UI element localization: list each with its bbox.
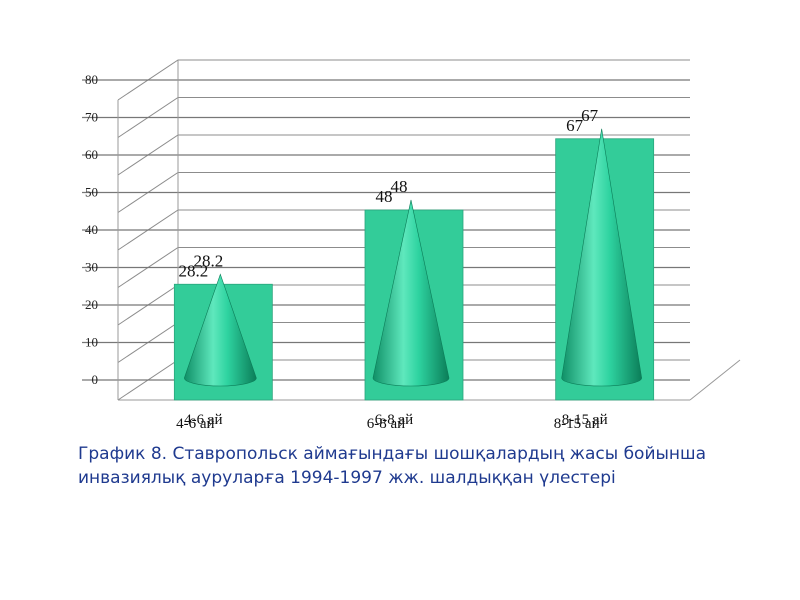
bar-data-label: 28.2 [178, 261, 208, 280]
chart-caption: График 8. Ставропольск аймағындағы шошқа… [78, 444, 707, 488]
cone-data-label: 48 [391, 177, 408, 196]
floor-right-edge [689, 359, 741, 401]
y-tick-label: 0 [92, 372, 99, 387]
category-label: 8-15 ай [554, 416, 600, 432]
category-label: 4-6 ай [176, 416, 214, 432]
y-tick-label: 30 [85, 260, 98, 275]
cone-data-label: 67 [581, 106, 599, 125]
cones [184, 128, 642, 387]
category-label-cone: 6-8 ай [375, 412, 413, 428]
y-tick-label: 10 [85, 335, 98, 350]
cone [561, 128, 642, 387]
category-label: 6-8 ай [367, 416, 405, 432]
y-tick-label: 70 [85, 110, 98, 125]
bar-data-label: 48 [376, 187, 393, 206]
category-label-cone: 4-6 ай [184, 412, 222, 428]
y-tick-label: 60 [85, 147, 98, 162]
y-axis-ticks: 0 10 20 30 40 50 60 70 80 [85, 72, 98, 387]
y-tick-label: 20 [85, 297, 98, 312]
bar-data-label: 67 [566, 116, 584, 135]
cone [372, 199, 450, 387]
category-label-cone: 8-15 ай [562, 412, 608, 428]
y-tick-label: 50 [85, 185, 98, 200]
cone-data-label: 28.2 [193, 251, 223, 270]
y-tick-label: 80 [85, 72, 98, 87]
y-tick-label: 40 [85, 222, 98, 237]
category-labels: 4-6 ай4-6 ай 6-8 ай6-8 ай 8-15 ай8-15 ай [176, 412, 608, 432]
cone [184, 273, 257, 387]
